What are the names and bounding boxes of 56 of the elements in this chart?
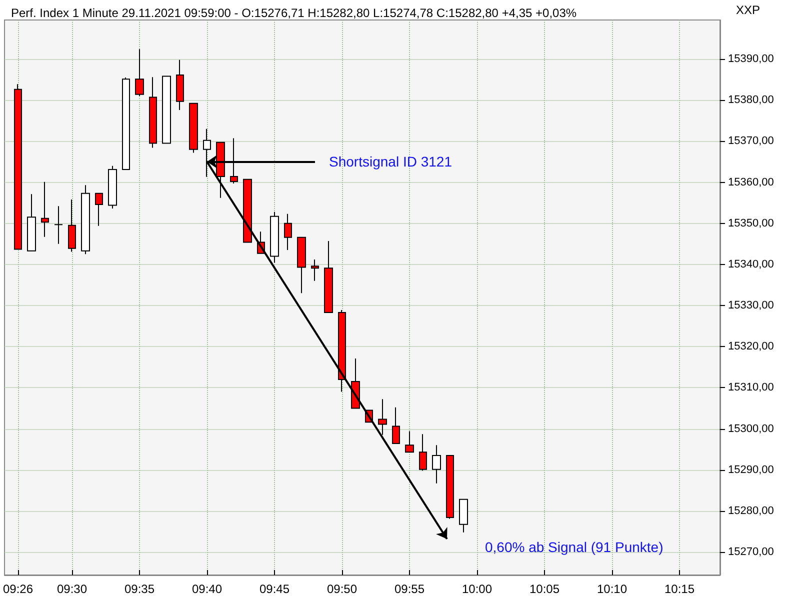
x-tick-label: 09:35 [124,582,155,596]
candlestick [108,165,117,210]
x-tick-label: 09:55 [394,582,425,596]
candlestick [27,194,36,252]
y-tick-label: 15350,00 [728,217,774,230]
candlestick [284,213,292,251]
y-tick-label: 15380,00 [728,94,774,106]
candlestick [162,76,171,144]
candlestick [405,430,414,453]
x-tick-label: 10:05 [529,582,560,596]
x-tick-label: 09:26 [3,582,34,596]
candlestick [41,181,49,238]
annotation: 0,60% ab Signal (91 Punkte) [485,539,664,555]
x-tick-label: 10:10 [596,582,628,596]
candlestick [81,184,90,255]
x-tick-label: 09:45 [259,582,290,596]
candlestick [243,178,252,243]
candlestick [378,398,387,436]
y-tick-label: 15390,00 [728,53,774,66]
candlestick [54,206,63,244]
y-tick-label: 15310,00 [728,382,774,394]
candlestick [432,444,441,484]
candlestick [95,192,103,226]
candlestick [338,310,346,392]
candlestick [189,102,198,154]
y-tick-label: 15280,00 [728,504,774,517]
y-tick-label: 15370,00 [728,135,774,148]
x-tick-label: 10:00 [462,582,492,596]
y-tick-label: 15290,00 [728,464,774,476]
x-tick-label: 09:50 [326,582,358,596]
candlestick [446,454,454,520]
candlestick [68,199,76,252]
x-tick-label: 09:40 [192,582,222,596]
candlestick [122,77,130,170]
candlestick [324,240,333,313]
y-tick-label: 15340,00 [728,258,774,270]
y-tick-label: 15320,00 [728,340,774,353]
candlestick [419,434,427,472]
candlestick [149,76,157,148]
candlestick [459,498,468,533]
text: XXP [736,3,760,17]
x-tick-label: 10:15 [664,582,695,596]
candlestick [311,259,319,282]
candlestick [392,406,400,444]
y-tick-label: 15360,00 [728,176,774,188]
y-tick-label: 15270,00 [728,546,774,558]
candlestick [176,59,184,110]
candlestick [297,236,306,294]
candlestick [135,48,144,96]
y-tick-label: 15330,00 [728,300,774,312]
chart-title: Perf. Index 1 Minute 29.11.2021 09:59:00 - O:15276,71 H:15282,80 L:15274,78 C:15282,80 +4,35 +0,03% [11,6,577,20]
x-tick-label: 09:30 [57,582,88,596]
y-tick-label: 15300,00 [728,422,774,435]
annotation: Shortsignal ID 3121 [329,154,452,170]
candlestick [270,211,279,264]
candlestick [14,84,22,250]
